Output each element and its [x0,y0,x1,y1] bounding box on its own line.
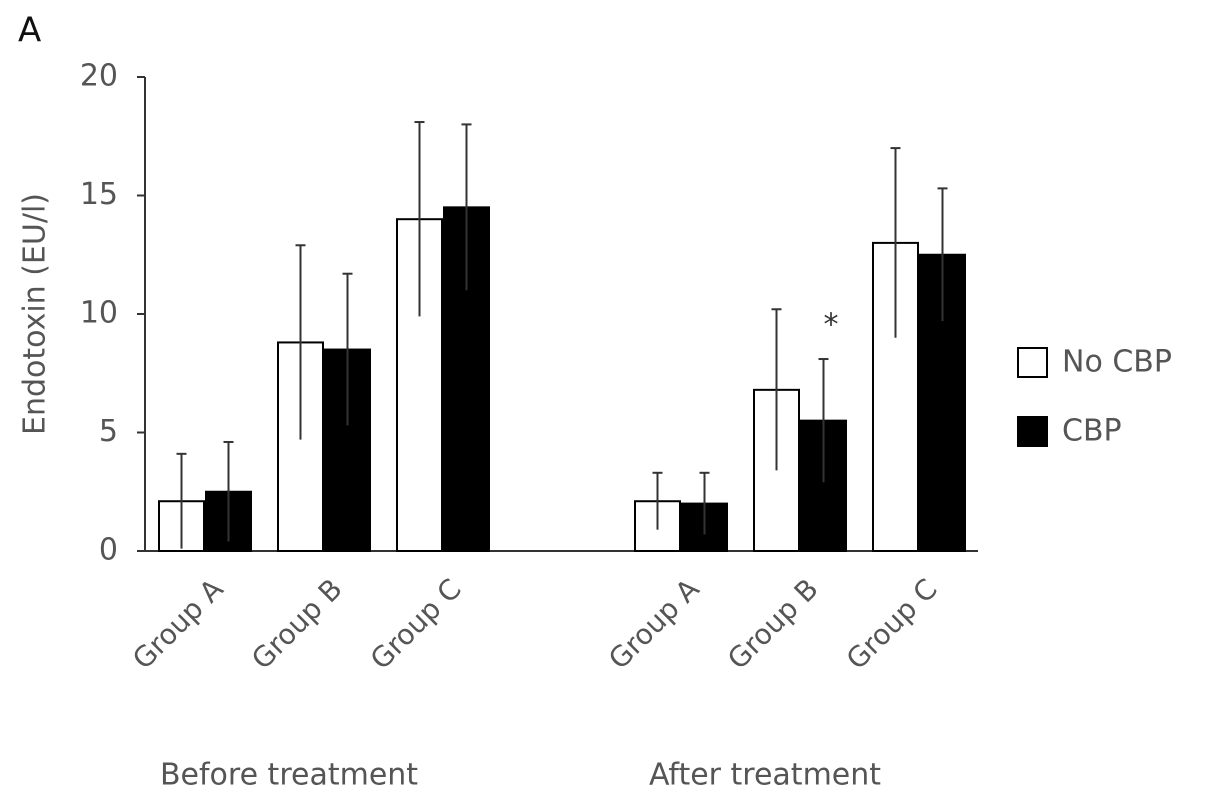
y-tick-label: 20 [80,59,118,94]
error-bar [699,471,710,535]
legend-swatch [1017,347,1048,378]
group-label: Before treatment [160,758,418,793]
error-bar [342,272,353,426]
x-tick-label: Group B [721,572,824,675]
group-label: After treatment [649,758,881,793]
error-bar [295,244,306,440]
y-tick-label: 5 [99,414,118,449]
y-tick-label: 0 [99,533,118,568]
error-bar [818,358,829,483]
x-tick-label: Group A [126,572,229,675]
error-bar [890,147,901,338]
legend-label: CBP [1062,414,1122,449]
annotation: * [824,308,839,343]
y-tick-label: 10 [80,296,118,331]
panel-label: A [18,11,41,51]
error-bar [414,121,425,317]
error-bar [937,187,948,322]
error-bar [176,452,187,549]
y-tick-label: 15 [80,177,118,212]
error-bar [223,440,234,542]
x-tick-label: Group B [245,572,348,675]
error-bar [461,123,472,291]
legend-label: No CBP [1062,345,1172,380]
error-bar [652,471,663,530]
legend-swatch [1017,416,1048,447]
y-axis-label: Endotoxin (EU/l) [18,193,53,435]
error-bar [771,308,782,471]
x-tick-label: Group A [602,572,705,675]
x-tick-label: Group C [364,572,468,676]
x-tick-label: Group C [840,572,944,676]
